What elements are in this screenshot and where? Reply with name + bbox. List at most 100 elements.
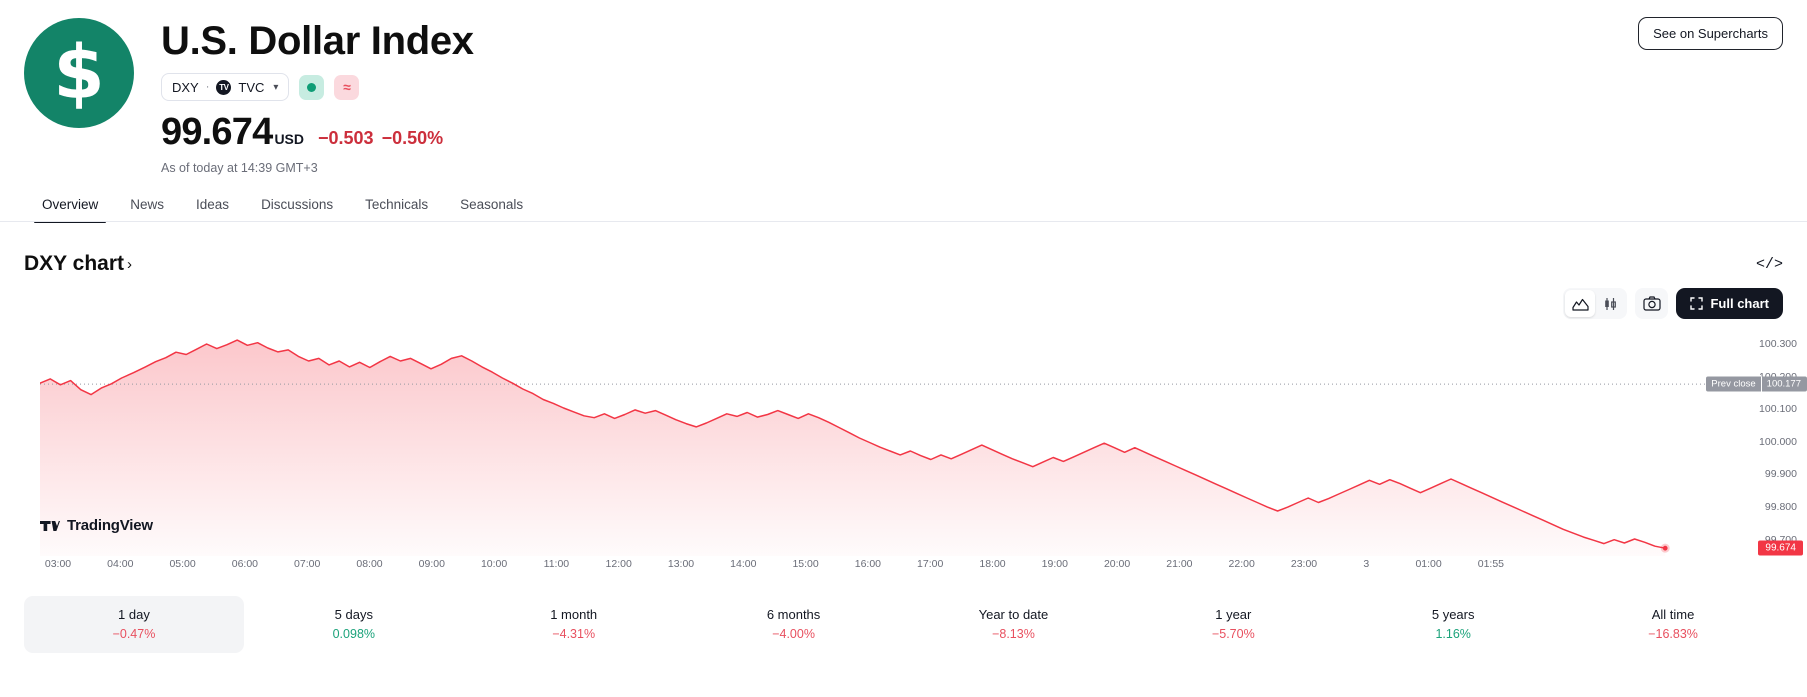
time-tick: 22:00 [1228,558,1255,570]
performance-period-5-years[interactable]: 5 years 1.16% [1343,596,1563,653]
performance-value: 0.098% [332,627,376,641]
time-tick: 20:00 [1103,558,1131,570]
performance-label: 1 day [118,607,150,622]
performance-label: 6 months [766,607,821,622]
time-tick: 16:00 [854,558,882,570]
symbol-selector[interactable]: DXY · TV TVC ▾ [161,73,290,101]
time-tick: 14:00 [730,558,757,570]
price-tick: 100.000 [1759,435,1797,448]
symbol-row: DXY · TV TVC ▾ ≈ [161,73,474,101]
section-tabs: Overview News Ideas Discussions Technica… [0,197,1807,223]
performance-label: Year to date [978,607,1049,622]
time-tick: 23:00 [1290,558,1318,570]
performance-label: 5 days [334,607,373,622]
time-tick: 18:00 [979,558,1006,570]
tab-seasonals[interactable]: Seasonals [460,197,524,212]
time-tick: 15:00 [792,558,819,570]
time-tick: 07:00 [294,558,321,570]
performance-period-all-time[interactable]: All time −16.83% [1563,596,1783,653]
tab-discussions[interactable]: Discussions [261,197,334,212]
performance-period-1-year[interactable]: 1 year −5.70% [1123,596,1343,653]
performance-period-1-day[interactable]: 1 day −0.47% [24,596,244,653]
as-of-timestamp: As of today at 14:39 GMT+3 [161,161,318,175]
change-percent: −0.50% [381,128,444,148]
performance-value: −4.00% [772,627,815,641]
page-title: U.S. Dollar Index [161,19,474,63]
time-tick: 09:00 [418,558,445,570]
time-tick: 19:00 [1041,558,1068,570]
time-tick: 3 [1363,558,1370,570]
tab-overview[interactable]: Overview [34,197,107,223]
time-tick: 21:00 [1166,558,1193,570]
symbol-ticker: DXY [172,79,199,95]
performance-value: 1.16% [1435,627,1471,641]
logo-container: $ [24,14,134,128]
embed-code-icon[interactable]: </> [1755,255,1783,273]
price-axis[interactable]: 100.300100.200100.100100.00099.90099.800… [1700,331,1807,556]
performance-period-1-month[interactable]: 1 month −4.31% [464,596,684,653]
time-tick: 06:00 [231,558,259,570]
delayed-data-badge[interactable]: ≈ [334,74,360,100]
area-chart-icon[interactable] [1565,290,1596,317]
last-price: 99.674 [161,111,273,153]
time-tick: 10:00 [480,558,508,570]
prev-close-label: Prev close [1706,376,1761,392]
tradingview-badge-icon: TV [216,79,232,95]
chevron-down-icon: ▾ [273,81,279,93]
chart-type-group [1563,288,1628,319]
price-tick: 100.100 [1759,403,1797,416]
exchange-name: TVC [238,79,265,95]
chart-heading-row: DXY chart › </> [0,252,1807,276]
dollar-icon: $ [24,18,134,128]
performance-value: −16.83% [1648,627,1698,641]
tradingview-watermark-text: TradingView [67,517,153,534]
time-tick: 17:00 [917,558,944,570]
time-axis: 03:00 04:00 05:00 06:00 07:00 08:00 09:00 10:00… [0,558,1807,578]
chart-plot-area[interactable]: 100.300100.200100.100100.00099.90099.800… [0,331,1807,556]
performance-bar: 1 day −0.47% 5 days 0.098% 1 month −4.31% 6 mo… [0,596,1807,653]
expand-icon [1690,297,1704,310]
see-on-supercharts-button[interactable]: See on Supercharts [1638,17,1783,50]
tab-ideas[interactable]: Ideas [196,197,230,212]
tab-news[interactable]: News [130,197,165,212]
time-tick: 04:00 [107,558,134,570]
full-chart-button[interactable]: Full chart [1676,288,1783,319]
header-main: U.S. Dollar Index DXY · TV TVC ▾ ≈ 99.67… [134,14,474,175]
price-line [40,339,1666,549]
price-tick: 100.300 [1759,338,1797,351]
chevron-right-icon: › [127,255,132,273]
time-tick: 01:55 [1477,558,1505,570]
performance-period-5-days[interactable]: 5 days 0.098% [244,596,464,653]
performance-value: −4.31% [552,627,596,641]
time-tick: 11:00 [543,558,570,570]
price-area-chart[interactable] [40,331,1740,556]
performance-label: All time [1651,607,1695,622]
time-tick: 03:00 [44,558,72,570]
time-tick: 13:00 [667,558,695,570]
chart-toolbar: Full chart [0,288,1807,319]
camera-icon[interactable] [1635,288,1669,319]
performance-label: 1 year [1215,607,1252,622]
chart-title-link[interactable]: DXY chart › [24,252,132,276]
market-status-badge[interactable] [299,74,325,100]
prev-close-value: 100.177 [1760,376,1807,392]
performance-period-6-months[interactable]: 6 months −4.00% [684,596,904,653]
time-tick: 01:00 [1415,558,1442,570]
time-tick: 08:00 [356,558,383,570]
market-open-dot-icon [307,82,317,92]
currency-label: USD [274,131,304,147]
tab-technicals[interactable]: Technicals [365,197,429,212]
prev-close-badge: Prev close 100.177 [1706,376,1807,392]
performance-period-year-to-date[interactable]: Year to date −8.13% [904,596,1124,653]
performance-value: −0.47% [112,627,156,641]
chart-title-text: DXY chart [24,252,124,275]
performance-value: −5.70% [1211,627,1255,641]
performance-label: 5 years [1431,607,1475,622]
time-tick: 05:00 [169,558,196,570]
candlestick-chart-icon[interactable] [1595,290,1625,317]
tradingview-logo-icon [40,520,60,531]
price-row: 99.674 USD −0.503 −0.50% [161,111,474,154]
last-point-marker [1662,545,1668,551]
price-tick: 99.900 [1764,468,1797,481]
